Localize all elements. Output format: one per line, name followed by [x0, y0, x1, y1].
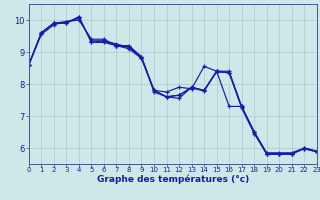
X-axis label: Graphe des températures (°c): Graphe des températures (°c)	[97, 175, 249, 184]
